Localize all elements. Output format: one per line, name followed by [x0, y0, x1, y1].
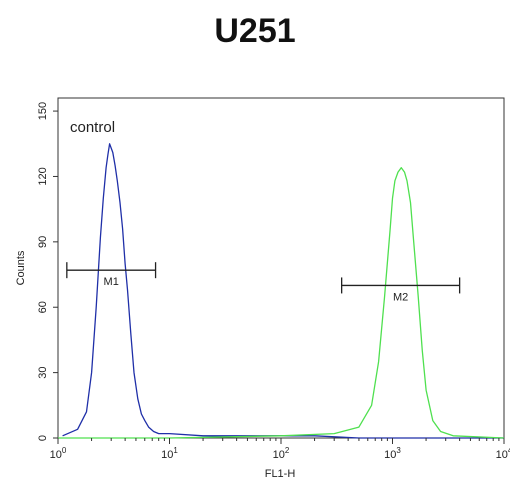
x-tick-label: 102 — [273, 446, 290, 461]
chart-title: U251 — [214, 12, 296, 50]
y-axis-label: Counts — [15, 250, 27, 285]
x-tick-label: 103 — [384, 446, 401, 461]
m2-gate-label: M2 — [393, 291, 408, 303]
y-tick-label: 90 — [37, 236, 49, 248]
control-histogram-line — [62, 143, 504, 439]
x-tick-label: 104 — [496, 446, 510, 461]
x-axis-label: FL1-H — [265, 468, 296, 480]
y-tick-label: 120 — [37, 167, 49, 185]
y-tick-label: 30 — [37, 366, 49, 378]
y-tick-label: 0 — [37, 435, 49, 441]
x-tick-label: 101 — [161, 446, 178, 461]
y-tick-label: 60 — [37, 301, 49, 313]
control-annotation: control — [70, 119, 115, 136]
sample-histogram-line — [58, 167, 505, 439]
x-tick-label: 100 — [50, 446, 67, 461]
y-tick-label: 150 — [37, 102, 49, 120]
m1-gate-label: M1 — [104, 276, 119, 288]
